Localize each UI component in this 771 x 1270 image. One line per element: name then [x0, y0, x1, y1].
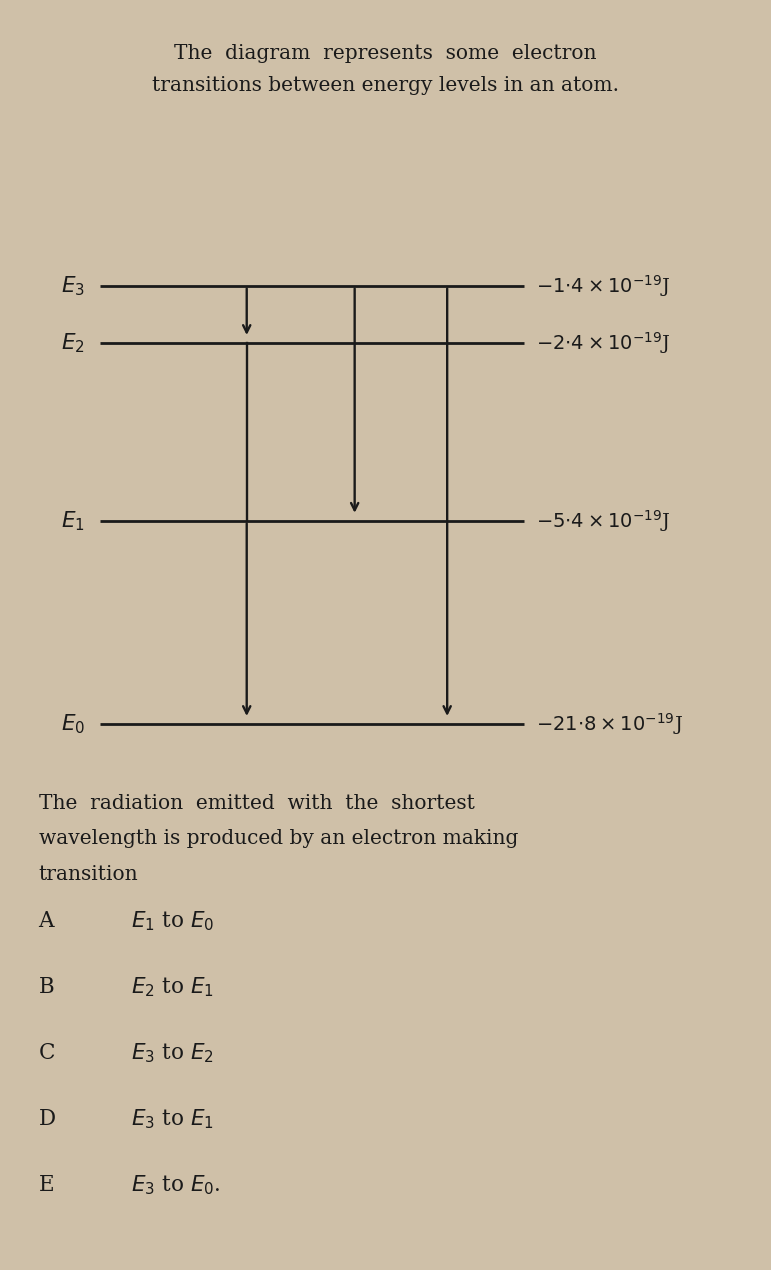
Text: B: B — [39, 975, 54, 998]
Text: $E_2$: $E_2$ — [61, 331, 85, 354]
Text: $E_3$: $E_3$ — [61, 274, 85, 297]
Text: $-21{\cdot}8 \times 10^{-19}$J: $-21{\cdot}8 \times 10^{-19}$J — [536, 711, 683, 737]
Text: The  diagram  represents  some  electron: The diagram represents some electron — [174, 44, 597, 64]
Text: C: C — [39, 1041, 55, 1064]
Text: $E_3$ to $E_1$: $E_3$ to $E_1$ — [131, 1107, 214, 1130]
Text: $E_2$ to $E_1$: $E_2$ to $E_1$ — [131, 975, 214, 998]
Text: $E_1$: $E_1$ — [61, 509, 85, 532]
Text: transition: transition — [39, 865, 138, 884]
Text: A: A — [39, 909, 54, 932]
Text: The  radiation  emitted  with  the  shortest: The radiation emitted with the shortest — [39, 794, 474, 813]
Text: E: E — [39, 1173, 54, 1196]
Text: $-2{\cdot}4 \times 10^{-19}$J: $-2{\cdot}4 \times 10^{-19}$J — [536, 330, 671, 356]
Text: D: D — [39, 1107, 56, 1130]
Text: $E_1$ to $E_0$: $E_1$ to $E_0$ — [131, 909, 214, 932]
Text: $E_3$ to $E_0$.: $E_3$ to $E_0$. — [131, 1173, 221, 1196]
Text: $-1{\cdot}4 \times 10^{-19}$J: $-1{\cdot}4 \times 10^{-19}$J — [536, 273, 671, 298]
Text: $-5{\cdot}4 \times 10^{-19}$J: $-5{\cdot}4 \times 10^{-19}$J — [536, 508, 671, 533]
Text: $E_3$ to $E_2$: $E_3$ to $E_2$ — [131, 1041, 214, 1064]
Text: wavelength is produced by an electron making: wavelength is produced by an electron ma… — [39, 829, 518, 848]
Text: transitions between energy levels in an atom.: transitions between energy levels in an … — [152, 76, 619, 95]
Text: $E_0$: $E_0$ — [61, 712, 85, 735]
